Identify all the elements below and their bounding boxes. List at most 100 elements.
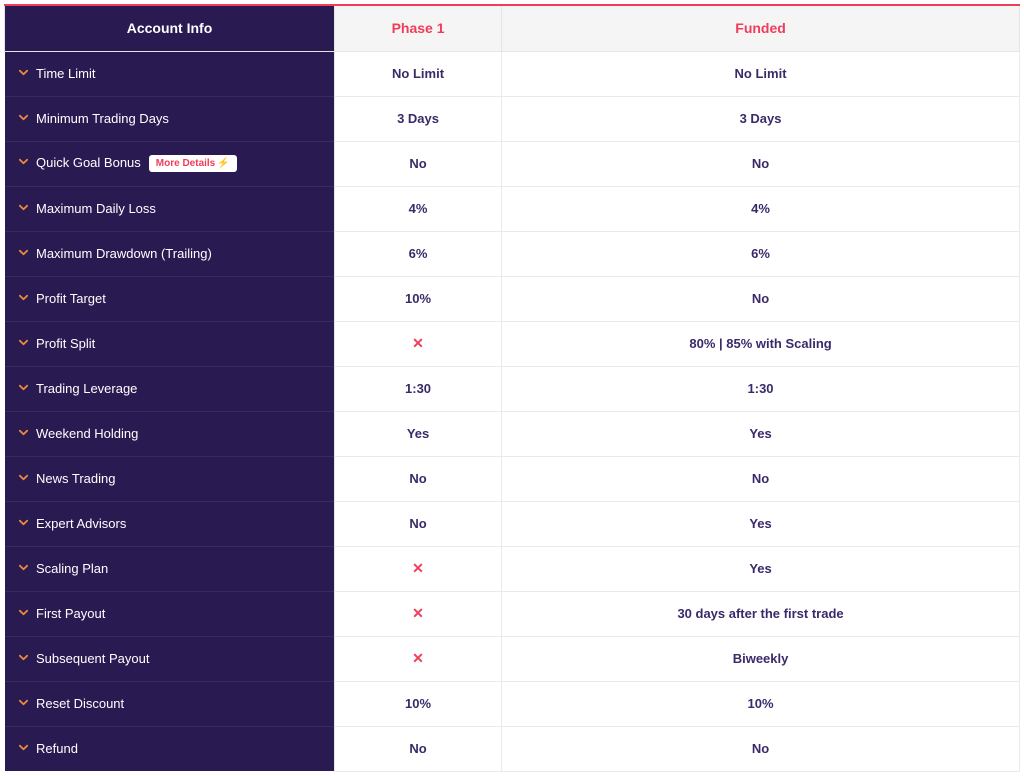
row-label-text: Reset Discount [36, 696, 124, 711]
account-info-table: Account Info Phase 1 Funded Time Limit No… [4, 4, 1020, 772]
row-label-cell[interactable]: Maximum Daily Loss [5, 186, 335, 231]
table-row: News Trading NoNo [5, 456, 1020, 501]
chevron-down-icon [19, 698, 28, 710]
funded-value: 80% | 85% with Scaling [502, 321, 1020, 366]
row-label-text: Minimum Trading Days [36, 111, 169, 126]
funded-value: Yes [502, 501, 1020, 546]
row-label-cell[interactable]: Maximum Drawdown (Trailing) [5, 231, 335, 276]
funded-value: No [502, 276, 1020, 321]
chevron-down-icon [19, 383, 28, 395]
chevron-down-icon [19, 743, 28, 755]
row-label-text: Scaling Plan [36, 561, 108, 576]
table-row: Maximum Daily Loss 4%4% [5, 186, 1020, 231]
chevron-down-icon [19, 608, 28, 620]
phase1-value: ✕ [335, 636, 502, 681]
more-details-badge[interactable]: More Details⚡ [149, 155, 237, 172]
row-label-cell[interactable]: Expert Advisors [5, 501, 335, 546]
funded-value: Yes [502, 546, 1020, 591]
table-row: First Payout ✕ 30 days after the first tra… [5, 591, 1020, 636]
chevron-down-icon [19, 68, 28, 80]
funded-value: 3 Days [502, 96, 1020, 141]
chevron-down-icon [19, 653, 28, 665]
x-icon: ✕ [412, 650, 424, 666]
row-label-text: Weekend Holding [36, 426, 138, 441]
funded-value: No [502, 726, 1020, 771]
row-label-cell[interactable]: News Trading [5, 456, 335, 501]
chevron-down-icon [19, 473, 28, 485]
row-label-text: Profit Target [36, 291, 106, 306]
phase1-value: 6% [335, 231, 502, 276]
phase1-value: No [335, 501, 502, 546]
chevron-down-icon [19, 113, 28, 125]
header-phase1: Phase 1 [335, 5, 502, 51]
row-label-cell[interactable]: Scaling Plan [5, 546, 335, 591]
row-label-cell[interactable]: Quick Goal Bonus More Details⚡ [5, 141, 335, 186]
phase1-value: No [335, 456, 502, 501]
funded-value: 30 days after the first trade [502, 591, 1020, 636]
funded-value: No [502, 141, 1020, 186]
row-label-cell[interactable]: Profit Target [5, 276, 335, 321]
x-icon: ✕ [412, 605, 424, 621]
table-row: Maximum Drawdown (Trailing)6%6% [5, 231, 1020, 276]
row-label-cell[interactable]: Minimum Trading Days [5, 96, 335, 141]
table-header-row: Account Info Phase 1 Funded [5, 5, 1020, 51]
row-label-cell[interactable]: Profit Split [5, 321, 335, 366]
phase1-value: No [335, 141, 502, 186]
table-row: Weekend HoldingYesYes [5, 411, 1020, 456]
table-row: Scaling Plan ✕ Yes [5, 546, 1020, 591]
phase1-value: Yes [335, 411, 502, 456]
phase1-value: 3 Days [335, 96, 502, 141]
row-label-text: Subsequent Payout [36, 651, 149, 666]
bolt-icon: ⚡ [217, 158, 229, 169]
table-row: Subsequent Payout ✕ Biweekly [5, 636, 1020, 681]
row-label-cell[interactable]: Refund [5, 726, 335, 771]
row-label-text: First Payout [36, 606, 105, 621]
row-label-text: Trading Leverage [36, 381, 137, 396]
row-label-cell[interactable]: Time Limit [5, 51, 335, 96]
funded-value: 6% [502, 231, 1020, 276]
row-label-text: News Trading [36, 471, 115, 486]
phase1-value: ✕ [335, 321, 502, 366]
chevron-down-icon [19, 157, 28, 169]
funded-value: Biweekly [502, 636, 1020, 681]
chevron-down-icon [19, 518, 28, 530]
chevron-down-icon [19, 338, 28, 350]
row-label-text: Quick Goal Bonus [36, 155, 141, 170]
chevron-down-icon [19, 203, 28, 215]
chevron-down-icon [19, 293, 28, 305]
table-row: Refund NoNo [5, 726, 1020, 771]
row-label-text: Expert Advisors [36, 516, 126, 531]
table-row: Profit Split ✕ 80% | 85% with Scaling [5, 321, 1020, 366]
row-label-text: Refund [36, 741, 78, 756]
x-icon: ✕ [412, 560, 424, 576]
row-label-cell[interactable]: Subsequent Payout [5, 636, 335, 681]
row-label-cell[interactable]: First Payout [5, 591, 335, 636]
row-label-cell[interactable]: Weekend Holding [5, 411, 335, 456]
row-label-cell[interactable]: Reset Discount [5, 681, 335, 726]
x-icon: ✕ [412, 335, 424, 351]
header-account-info: Account Info [5, 5, 335, 51]
funded-value: No [502, 456, 1020, 501]
row-label-text: Time Limit [36, 66, 95, 81]
row-label-cell[interactable]: Trading Leverage [5, 366, 335, 411]
table-row: Minimum Trading Days 3 Days3 Days [5, 96, 1020, 141]
phase1-value: 1:30 [335, 366, 502, 411]
funded-value: 4% [502, 186, 1020, 231]
table-row: Reset Discount10%10% [5, 681, 1020, 726]
table-body: Time LimitNo LimitNo LimitMinimum Tradin… [5, 51, 1020, 771]
funded-value: No Limit [502, 51, 1020, 96]
chevron-down-icon [19, 563, 28, 575]
table-row: Profit Target 10%No [5, 276, 1020, 321]
table-row: Expert Advisors NoYes [5, 501, 1020, 546]
phase1-value: No [335, 726, 502, 771]
phase1-value: 10% [335, 681, 502, 726]
row-label-text: Maximum Daily Loss [36, 201, 156, 216]
phase1-value: 4% [335, 186, 502, 231]
phase1-value: ✕ [335, 546, 502, 591]
table-row: Quick Goal Bonus More Details⚡ NoNo [5, 141, 1020, 186]
row-label-text: Profit Split [36, 336, 95, 351]
chevron-down-icon [19, 248, 28, 260]
chevron-down-icon [19, 428, 28, 440]
badge-text: More Details [156, 158, 215, 169]
phase1-value: 10% [335, 276, 502, 321]
